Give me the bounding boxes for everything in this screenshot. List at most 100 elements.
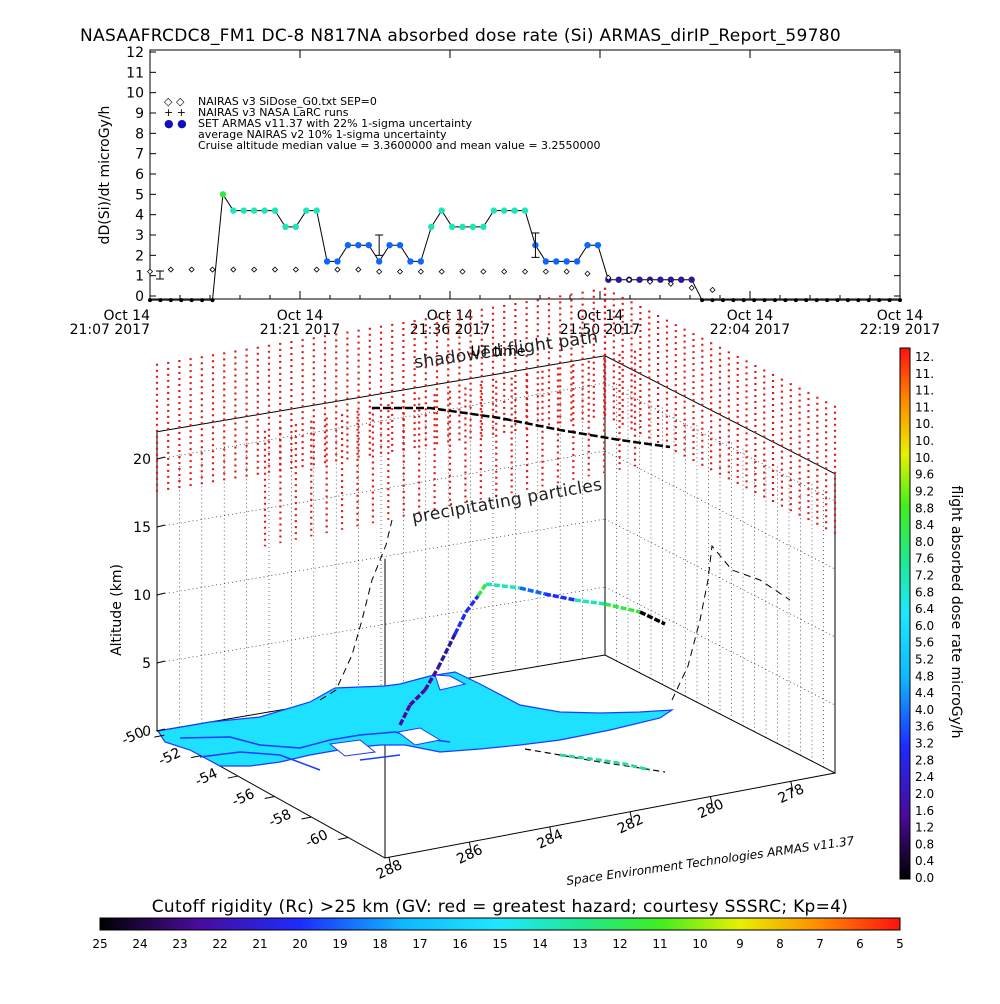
report-title: NASAAFRCDC8_FM1 DC-8 N817NA absorbed dos… [80, 26, 841, 46]
y-tick-label: 1 [135, 269, 144, 285]
x-tick-time: 22:19 2017 [860, 322, 940, 338]
flight-track-segment [436, 633, 457, 669]
nairas-point [376, 268, 383, 275]
cutoff-colorbar-label: 10 [692, 937, 707, 951]
armas-point [386, 241, 393, 249]
lon-tick [790, 781, 794, 792]
nairas-point [396, 268, 404, 275]
nairas-point [605, 274, 612, 281]
cutoff-colorbar-label: 15 [492, 937, 507, 951]
dose-colorbar-label: 11. [915, 367, 934, 381]
y-tick-label: 4 [135, 208, 144, 224]
armas-point [856, 298, 861, 303]
dose-legend: ◇ ◇ NAIRAS v3 SiDose_G0.txt SEP=0 + + NAIRA… [164, 95, 601, 152]
dose-colorbar-label: 10. [915, 451, 934, 465]
nairas-point [251, 266, 258, 273]
flight-track-segment [423, 667, 440, 691]
nairas-point [230, 266, 237, 273]
lat-tick-label: -54 [193, 765, 221, 789]
cutoff-colorbar-label: 20 [292, 937, 307, 951]
flight-paths [319, 406, 791, 773]
cutoff-colorbar-gradient [99, 917, 901, 931]
y-tick-label: 8 [135, 126, 144, 142]
terrain-lake [328, 739, 377, 757]
y-tick-label: 5 [135, 187, 144, 203]
armas-point [877, 298, 882, 303]
nairas-point [521, 268, 529, 275]
lat-tick [338, 837, 349, 841]
armas-point [230, 207, 237, 214]
dose-y-axis-label: dD(Si)/dt microGy/h [97, 106, 113, 245]
dose-colorbar-label: 0.8 [915, 837, 934, 851]
lon-tick-label: 288 [374, 857, 405, 883]
dose-colorbar: 12. 11. 11. 11. 10. 10. 10. 9.6 9.2 8.8 8.4 8.0 7.6 7… [899, 347, 964, 885]
nairas-point [501, 268, 508, 275]
dose-colorbar-label: 8.8 [915, 501, 934, 515]
dose-colorbar-label: 7.2 [915, 568, 934, 582]
armas-point [793, 298, 798, 303]
armas-point [396, 241, 404, 249]
dose-colorbar-label: 0.4 [915, 854, 934, 868]
armas-point [365, 241, 372, 249]
lon-tick [629, 811, 633, 822]
cutoff-colorbar-label: 5 [896, 937, 904, 951]
dose-colorbar-label: 12. [915, 350, 934, 364]
nairas-point [459, 268, 466, 275]
x-tick-date: Oct 14 [577, 308, 624, 324]
lon-tick [468, 841, 472, 853]
nairas-point [438, 268, 445, 275]
armas-point [866, 298, 871, 303]
dose-colorbar-label: 7.6 [915, 552, 934, 566]
annotation-precipitating: precipitating particles [410, 475, 603, 528]
armas-point [814, 298, 819, 303]
dose-colorbar-label: 10. [915, 434, 934, 448]
dose-colorbar-label: 8.0 [915, 535, 934, 549]
y-tick-label: 7 [135, 147, 144, 163]
flight-track-segment [544, 592, 576, 602]
x-tick-time: 22:04 2017 [710, 322, 790, 338]
y-tick-label: 3 [135, 228, 144, 244]
dose-colorbar-label: 2.0 [915, 787, 934, 801]
dose-colorbar-label: 3.6 [915, 720, 934, 734]
armas-point [825, 298, 830, 303]
y-tick-label: 12 [126, 45, 144, 61]
cutoff-colorbar-label: 22 [212, 937, 227, 951]
cutoff-colorbar-label: 7 [816, 937, 824, 951]
dose-colorbar-label: 8.4 [915, 518, 934, 532]
altitude-tick-label: 0 [142, 724, 151, 740]
flight-path-wall-projection [319, 519, 393, 701]
x-tick-time: 21:07 2017 [70, 322, 150, 338]
armas-point [469, 223, 477, 231]
lon-tick-label: 286 [454, 842, 485, 868]
y-tick-label: 10 [126, 86, 144, 102]
armas-point [189, 298, 194, 303]
x-tick-date: Oct 14 [277, 308, 324, 324]
armas-point [887, 298, 892, 303]
cutoff-colorbar-label: 23 [172, 937, 187, 951]
armas-point [158, 298, 163, 303]
armas-point [200, 298, 205, 303]
flight-track-segment [519, 586, 546, 596]
armas-point [375, 258, 383, 265]
armas-point [438, 207, 445, 214]
nairas-point [584, 270, 591, 277]
armas-point [219, 191, 227, 198]
armas-point [804, 298, 809, 303]
legend-symbol: ◇ ◇ [164, 95, 185, 108]
terrain-contour [199, 751, 401, 771]
legend-entry: NAIRAS v3 NASA LaRC runs [198, 106, 349, 119]
altitude-tick [156, 592, 166, 596]
armas-point [762, 298, 767, 303]
armas-point [313, 207, 320, 214]
dose-colorbar-label: 2.4 [915, 770, 934, 784]
altitude-tick [156, 524, 166, 528]
legend-symbol: ● ● [164, 117, 187, 130]
armas-point [678, 276, 685, 283]
credit-text: Space Environment Technologies ARMAS v11… [565, 834, 855, 888]
y-tick-label: 0 [135, 289, 144, 305]
flight-track-segment [485, 582, 521, 590]
armas-point [261, 207, 268, 214]
x-tick-time: 21:21 2017 [260, 322, 340, 338]
